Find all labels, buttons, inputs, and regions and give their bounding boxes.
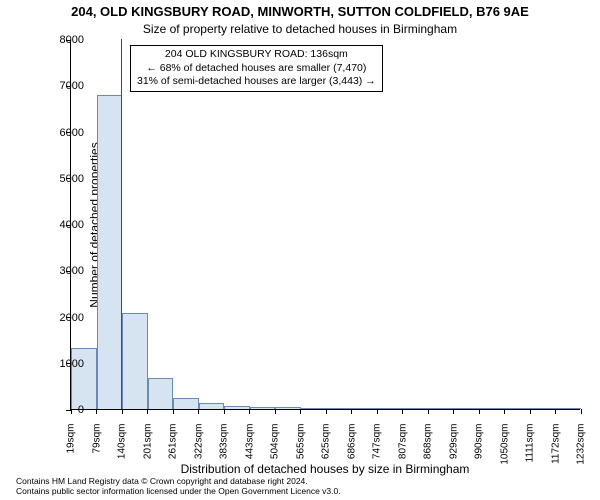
annotation-line-3: 31% of semi-detached houses are larger (… bbox=[137, 75, 376, 89]
histogram-bar bbox=[403, 408, 429, 409]
y-tick-label: 4000 bbox=[44, 219, 84, 231]
histogram-bar bbox=[122, 313, 148, 409]
histogram-bar bbox=[479, 408, 505, 409]
histogram-bar bbox=[148, 378, 174, 409]
attribution: Contains HM Land Registry data © Crown c… bbox=[16, 476, 584, 496]
histogram-bar bbox=[377, 408, 403, 409]
x-tick-mark bbox=[326, 409, 327, 414]
histogram-bar bbox=[173, 398, 199, 409]
property-marker-line bbox=[121, 39, 123, 409]
chart-container: 204, OLD KINGSBURY ROAD, MINWORTH, SUTTO… bbox=[0, 0, 600, 500]
chart-area: 19sqm79sqm140sqm201sqm261sqm322sqm383sqm… bbox=[70, 40, 580, 410]
x-tick-mark bbox=[173, 409, 174, 414]
histogram-bar bbox=[301, 408, 327, 409]
histogram-bar bbox=[428, 408, 454, 409]
annotation-line-2: ← 68% of detached houses are smaller (7,… bbox=[137, 62, 376, 76]
histogram-bar bbox=[250, 407, 276, 409]
x-tick-mark bbox=[122, 409, 123, 414]
attribution-line-2: Contains public sector information licen… bbox=[16, 486, 584, 496]
histogram-bar bbox=[556, 408, 582, 409]
x-tick-mark bbox=[402, 409, 403, 414]
y-tick-label: 8000 bbox=[44, 34, 84, 46]
x-tick-mark bbox=[377, 409, 378, 414]
x-tick-mark bbox=[147, 409, 148, 414]
y-tick-label: 7000 bbox=[44, 80, 84, 92]
histogram-bar bbox=[326, 408, 352, 409]
y-tick-label: 5000 bbox=[44, 173, 84, 185]
x-axis-label: Distribution of detached houses by size … bbox=[70, 462, 580, 476]
x-tick-mark bbox=[249, 409, 250, 414]
annotation-box: 204 OLD KINGSBURY ROAD: 136sqm ← 68% of … bbox=[130, 45, 383, 92]
annotation-line-1: 204 OLD KINGSBURY ROAD: 136sqm bbox=[137, 48, 376, 62]
histogram-bar bbox=[352, 408, 378, 409]
histogram-bar bbox=[454, 408, 480, 409]
histogram-bar bbox=[199, 403, 225, 409]
x-tick-mark bbox=[428, 409, 429, 414]
x-tick-mark bbox=[530, 409, 531, 414]
x-tick-mark bbox=[96, 409, 97, 414]
attribution-line-1: Contains HM Land Registry data © Crown c… bbox=[16, 476, 584, 486]
x-tick-mark bbox=[581, 409, 582, 414]
y-tick-label: 6000 bbox=[44, 127, 84, 139]
y-tick-label: 0 bbox=[44, 404, 84, 416]
x-tick-mark bbox=[479, 409, 480, 414]
x-tick-mark bbox=[453, 409, 454, 414]
x-tick-mark bbox=[555, 409, 556, 414]
histogram-bar bbox=[505, 408, 531, 409]
x-tick-mark bbox=[224, 409, 225, 414]
y-tick-label: 2000 bbox=[44, 312, 84, 324]
chart-subtitle: Size of property relative to detached ho… bbox=[0, 22, 600, 36]
histogram-bar bbox=[97, 95, 123, 409]
histogram-bar bbox=[224, 406, 250, 409]
plot-region: 19sqm79sqm140sqm201sqm261sqm322sqm383sqm… bbox=[70, 40, 580, 410]
x-tick-mark bbox=[198, 409, 199, 414]
chart-title: 204, OLD KINGSBURY ROAD, MINWORTH, SUTTO… bbox=[0, 4, 600, 19]
histogram-bar bbox=[530, 408, 556, 409]
histogram-bar bbox=[275, 407, 301, 409]
x-tick-mark bbox=[275, 409, 276, 414]
x-tick-mark bbox=[504, 409, 505, 414]
x-tick-mark bbox=[300, 409, 301, 414]
x-tick-mark bbox=[351, 409, 352, 414]
y-tick-label: 1000 bbox=[44, 358, 84, 370]
y-tick-label: 3000 bbox=[44, 265, 84, 277]
